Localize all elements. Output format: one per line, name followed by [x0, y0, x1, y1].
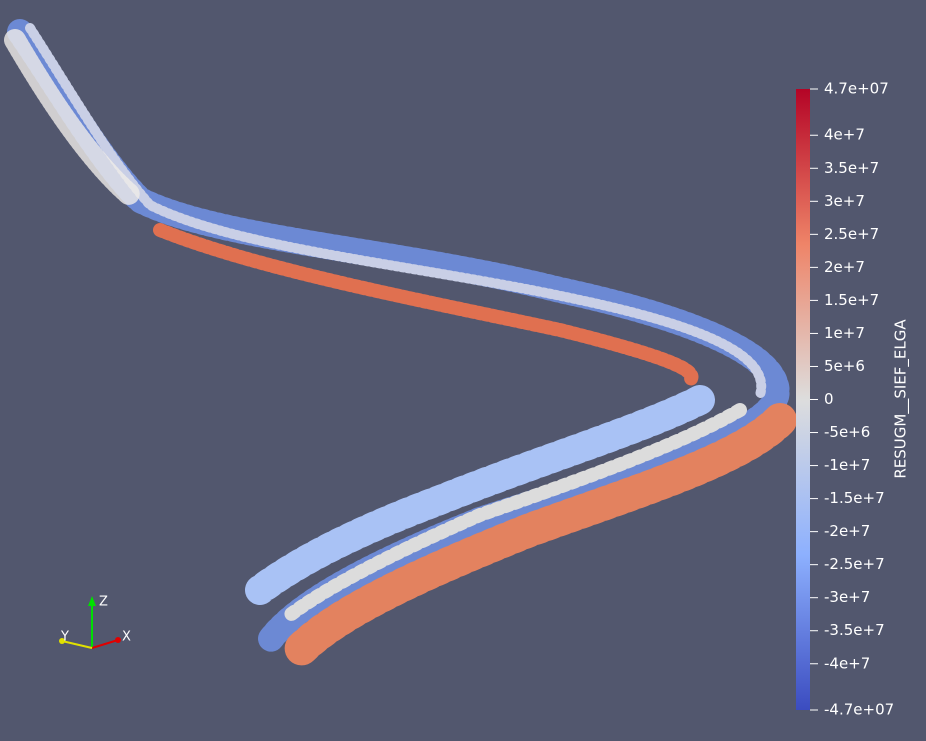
tick-label: 3e+7 — [824, 192, 865, 210]
tick-label: -2.5e+7 — [824, 555, 885, 573]
tick-label: -3e+7 — [824, 588, 870, 606]
axis-y-label: Y — [60, 630, 69, 645]
tick-label: 1e+7 — [824, 324, 865, 342]
tick-label: 2.5e+7 — [824, 225, 879, 243]
tick-label: -2e+7 — [824, 522, 870, 540]
tick-label: 4.7e+07 — [824, 80, 889, 98]
axis-z-label: Z — [99, 595, 108, 610]
tick-label: 1.5e+7 — [824, 291, 879, 309]
tick-label: -1.5e+7 — [824, 489, 885, 507]
tube-glyphs — [4, 19, 797, 667]
tick-label: -4.7e+07 — [824, 701, 894, 719]
tick-label: 2e+7 — [824, 258, 865, 276]
tick-label: -5e+6 — [824, 423, 870, 441]
orientation-axes: Z X Y — [59, 595, 131, 649]
axis-x-label: X — [122, 630, 131, 645]
tick-label: 3.5e+7 — [824, 159, 879, 177]
tick-label: 4e+7 — [824, 126, 865, 144]
colorbar-title: RESUGM__SIEF_ELGA — [892, 319, 911, 479]
colorbar-ticks: 4.7e+07 4e+7 3.5e+7 3e+7 2.5e+7 2e+7 1.5e+7 1e+… — [810, 80, 894, 719]
tick-label: -1e+7 — [824, 456, 870, 474]
colorbar — [796, 89, 810, 710]
tick-label: -3.5e+7 — [824, 621, 885, 639]
tick-label: -4e+7 — [824, 654, 870, 672]
tick-label: 0 — [824, 390, 834, 408]
tick-label: 5e+6 — [824, 357, 865, 375]
